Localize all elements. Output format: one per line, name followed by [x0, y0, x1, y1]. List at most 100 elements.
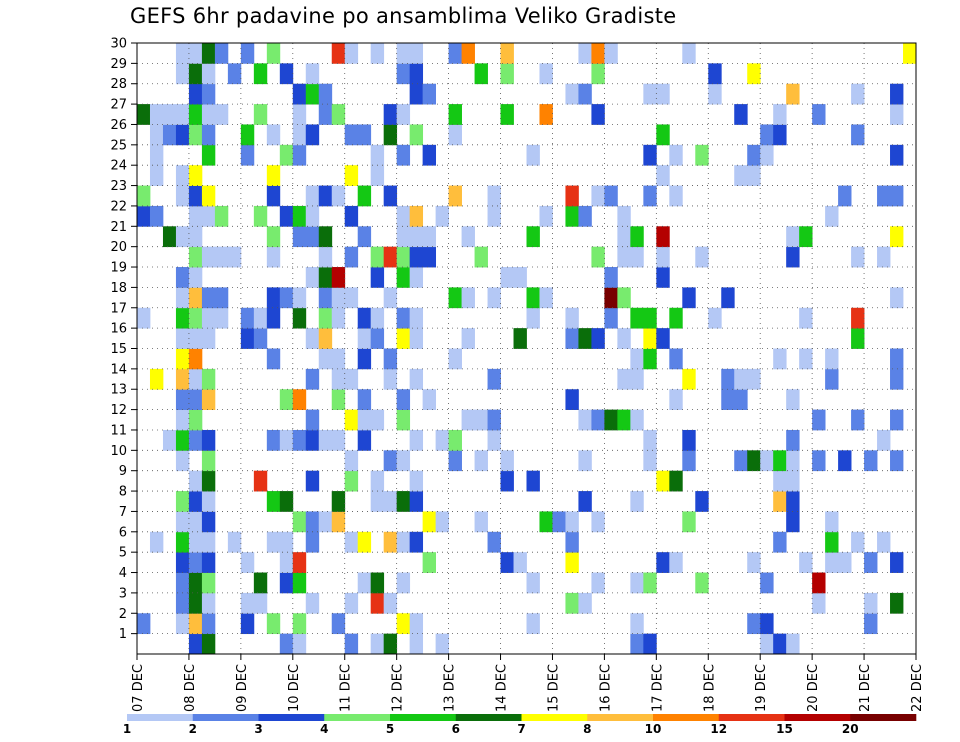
heatmap-cell: [188, 165, 203, 186]
heatmap-cell: [279, 287, 294, 309]
heatmap-cell: [565, 185, 579, 207]
heatmap-cell: [656, 83, 670, 105]
heatmap-cell: [201, 246, 216, 268]
heatmap-cell: [825, 552, 839, 573]
heatmap-cell: [201, 491, 216, 512]
heatmap-cell: [188, 307, 203, 329]
heatmap-cell: [383, 450, 398, 472]
heatmap-cell: [370, 144, 385, 166]
heatmap-cell: [448, 104, 462, 125]
heatmap-cell: [773, 633, 787, 655]
heatmap-cell: [357, 531, 372, 553]
heatmap-cell: [344, 450, 359, 472]
heatmap-cell: [175, 328, 190, 349]
heatmap-cell: [357, 124, 372, 146]
heatmap-cell: [448, 450, 462, 472]
x-tick-label: 14 DEC: [495, 664, 510, 712]
heatmap-cell: [799, 226, 813, 248]
heatmap-cell: [435, 633, 449, 655]
y-tick-label: 4: [119, 566, 127, 581]
heatmap-cells: [137, 43, 917, 655]
heatmap-cell: [409, 205, 424, 227]
heatmap-cell: [318, 185, 333, 207]
x-tick-label: 16 DEC: [598, 664, 613, 712]
heatmap-cell: [292, 287, 307, 309]
heatmap-cell: [201, 613, 216, 635]
heatmap-cell: [851, 124, 865, 146]
heatmap-cell: [266, 165, 281, 186]
colorbar-label: 1: [123, 722, 131, 736]
heatmap-cell: [409, 368, 424, 390]
heatmap-cell: [188, 83, 203, 105]
heatmap-cell: [773, 450, 787, 472]
y-tick-label: 20: [110, 240, 127, 255]
heatmap-cell: [526, 226, 540, 248]
colorbar-segment: [850, 714, 917, 721]
heatmap-cell: [630, 368, 644, 390]
heatmap-cell: [240, 613, 255, 635]
heatmap-cell: [318, 83, 333, 105]
heatmap-cell: [630, 572, 644, 594]
heatmap-cell: [201, 205, 216, 227]
heatmap-cell: [162, 429, 177, 451]
heatmap-cell: [201, 43, 216, 64]
heatmap-cell: [344, 470, 359, 492]
heatmap-cell: [474, 511, 488, 533]
heatmap-cell: [357, 226, 372, 248]
heatmap-cell: [500, 104, 514, 125]
heatmap-cell: [851, 307, 865, 329]
heatmap-cell: [630, 246, 644, 268]
heatmap-cell: [214, 205, 229, 227]
heatmap-cell: [890, 348, 904, 370]
heatmap-cell: [643, 307, 657, 329]
heatmap-cell: [565, 592, 579, 614]
heatmap-cell: [825, 511, 839, 533]
heatmap-cell: [253, 328, 268, 349]
heatmap-cell: [188, 572, 203, 594]
y-tick-label: 28: [110, 77, 127, 92]
heatmap-cell: [591, 572, 605, 594]
x-tick-label: 10 DEC: [287, 664, 302, 712]
heatmap-cell: [448, 124, 462, 146]
heatmap-cell: [812, 592, 826, 614]
heatmap-cell: [448, 185, 462, 207]
heatmap-cell: [422, 83, 437, 105]
heatmap-cell: [344, 205, 359, 227]
heatmap-cell: [344, 246, 359, 268]
y-tick-label: 10: [110, 444, 127, 459]
heatmap-cell: [175, 287, 190, 309]
heatmap-cell: [201, 368, 216, 390]
heatmap-cell: [137, 307, 151, 329]
heatmap-cell: [708, 63, 722, 85]
heatmap-cell: [695, 572, 709, 594]
colorbar-segment: [127, 714, 194, 721]
heatmap-cell: [266, 287, 281, 309]
heatmap-cell: [786, 511, 800, 533]
heatmap-cell: [591, 104, 605, 125]
heatmap-cell: [630, 226, 644, 248]
heatmap-cell: [773, 104, 787, 125]
heatmap-cell: [773, 470, 787, 492]
heatmap-cell: [175, 552, 190, 573]
heatmap-cell: [253, 205, 268, 227]
heatmap-cell: [734, 368, 748, 390]
heatmap-cell: [292, 389, 307, 410]
heatmap-cell: [461, 409, 475, 431]
heatmap-cell: [331, 429, 346, 451]
colorbar-label: 15: [776, 722, 793, 736]
heatmap-cell: [578, 592, 592, 614]
heatmap-cell: [526, 287, 540, 309]
colorbar-label: 5: [386, 722, 394, 736]
heatmap-cell: [396, 531, 411, 553]
y-tick-label: 3: [119, 586, 127, 601]
heatmap-cell: [292, 205, 307, 227]
colorbar-segment: [192, 714, 259, 721]
heatmap-cell: [747, 144, 761, 166]
heatmap-cell: [721, 389, 735, 410]
x-tick-label: 19 DEC: [754, 664, 769, 712]
heatmap-cell: [240, 552, 255, 573]
heatmap-cell: [344, 287, 359, 309]
y-tick-label: 1: [119, 627, 127, 642]
heatmap-cell: [487, 429, 501, 451]
heatmap-cell: [331, 267, 346, 288]
